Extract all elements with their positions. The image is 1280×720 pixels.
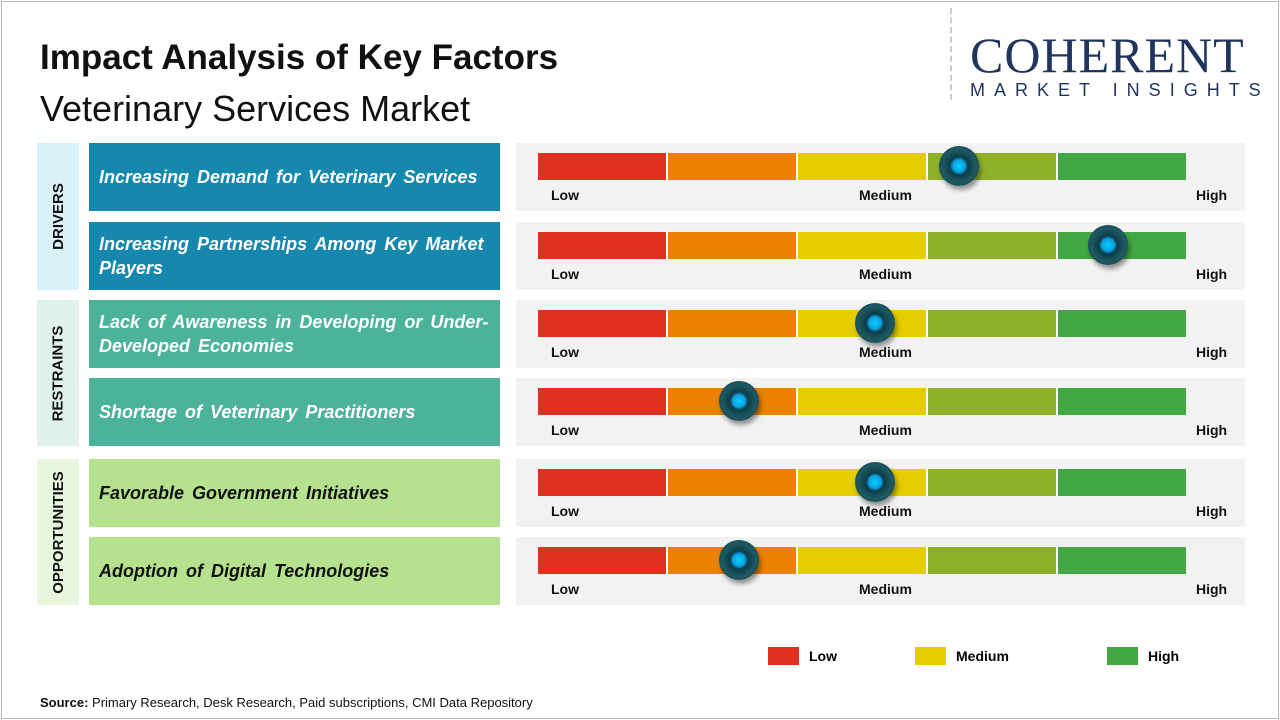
gauge-segment	[1058, 469, 1186, 496]
gauge-segment	[928, 388, 1058, 415]
category-label: RESTRAINTS	[49, 325, 67, 421]
legend-label: High	[1148, 648, 1180, 664]
scale-low-label: Low	[551, 266, 579, 282]
scale-low-label: Low	[551, 581, 579, 597]
gauge-segment	[928, 232, 1058, 259]
gauge-segment	[928, 547, 1058, 574]
category-label: OPPORTUNITIES	[49, 470, 67, 594]
gauge-bar	[538, 547, 1186, 574]
gauge-segment	[538, 469, 668, 496]
gauge-segment	[798, 232, 928, 259]
scale-high-label: High	[1196, 422, 1228, 438]
legend-item: High	[1107, 647, 1179, 665]
category-restraints: RESTRAINTS	[37, 300, 79, 446]
category-label: DRIVERS	[49, 183, 67, 250]
scale-low-label: Low	[551, 187, 579, 203]
impact-marker	[854, 303, 895, 343]
gauge-segment	[668, 232, 798, 259]
gauge-segment	[1058, 388, 1186, 415]
logo-line2: MARKET INSIGHTS	[970, 80, 1270, 100]
factor-label: Shortage of Veterinary Practitioners	[89, 378, 500, 446]
gauge-segment	[1058, 310, 1186, 337]
impact-gauge: Low Medium High	[516, 300, 1245, 368]
gauge-segment	[798, 547, 928, 574]
scale-low-label: Low	[551, 344, 579, 360]
gauge-segment	[928, 310, 1058, 337]
scale-medium-label: Medium	[859, 266, 912, 282]
gauge-segment	[1058, 153, 1186, 180]
legend-swatch	[1107, 647, 1138, 665]
category-drivers: DRIVERS	[37, 143, 79, 290]
legend-item: Low	[768, 647, 837, 665]
factor-label: Favorable Government Initiatives	[89, 459, 500, 527]
impact-marker	[1088, 225, 1129, 265]
scale-medium-label: Medium	[859, 187, 912, 203]
gauge-bar	[538, 232, 1186, 259]
impact-marker	[718, 381, 759, 421]
legend-label: Medium	[956, 648, 1009, 664]
legend-swatch	[768, 647, 799, 665]
category-opportunities: OPPORTUNITIES	[37, 459, 79, 605]
scale-high-label: High	[1196, 581, 1228, 597]
scale-medium-label: Medium	[859, 581, 912, 597]
source-note: Source: Primary Research, Desk Research,…	[40, 695, 533, 710]
page-title: Impact Analysis of Key Factors	[40, 38, 559, 77]
factor-label: Increasing Partnerships Among Key Market…	[89, 222, 500, 290]
legend-label: Low	[809, 648, 837, 664]
gauge-segment	[798, 388, 928, 415]
scale-low-label: Low	[551, 503, 579, 519]
gauge-bar	[538, 153, 1186, 180]
scale-high-label: High	[1196, 344, 1228, 360]
impact-gauge: Low Medium High	[516, 378, 1245, 446]
impact-gauge: Low Medium High	[516, 459, 1245, 527]
impact-gauge: Low Medium High	[516, 222, 1245, 290]
scale-medium-label: Medium	[859, 422, 912, 438]
impact-gauge: Low Medium High	[516, 537, 1245, 605]
factor-label: Adoption of Digital Technologies	[89, 537, 500, 605]
scale-high-label: High	[1196, 503, 1228, 519]
impact-marker	[939, 146, 980, 186]
scale-low-label: Low	[551, 422, 579, 438]
gauge-segment	[798, 153, 928, 180]
source-text: Primary Research, Desk Research, Paid su…	[88, 695, 533, 710]
legend-item: Medium	[915, 647, 1009, 665]
impact-marker	[854, 462, 895, 502]
divider	[950, 8, 952, 100]
logo: COHERENT MARKET INSIGHTS	[970, 30, 1270, 101]
gauge-segment	[1058, 547, 1186, 574]
scale-medium-label: Medium	[859, 503, 912, 519]
page-subtitle: Veterinary Services Market	[40, 88, 471, 129]
legend-swatch	[915, 647, 946, 665]
gauge-segment	[538, 310, 668, 337]
gauge-segment	[538, 153, 668, 180]
gauge-segment	[668, 153, 798, 180]
source-label: Source:	[40, 695, 89, 710]
gauge-segment	[668, 310, 798, 337]
gauge-segment	[668, 469, 798, 496]
gauge-segment	[538, 232, 668, 259]
factor-label: Lack of Awareness in Developing or Under…	[89, 300, 500, 368]
gauge-bar	[538, 388, 1186, 415]
logo-line1: COHERENT	[970, 27, 1245, 83]
impact-marker	[718, 540, 759, 580]
impact-gauge: Low Medium High	[516, 143, 1245, 211]
gauge-segment	[928, 469, 1058, 496]
scale-medium-label: Medium	[859, 344, 912, 360]
factor-label: Increasing Demand for Veterinary Service…	[89, 143, 500, 211]
gauge-bar	[538, 469, 1186, 496]
scale-high-label: High	[1196, 266, 1228, 282]
scale-high-label: High	[1196, 187, 1228, 203]
gauge-segment	[538, 547, 668, 574]
gauge-segment	[538, 388, 668, 415]
